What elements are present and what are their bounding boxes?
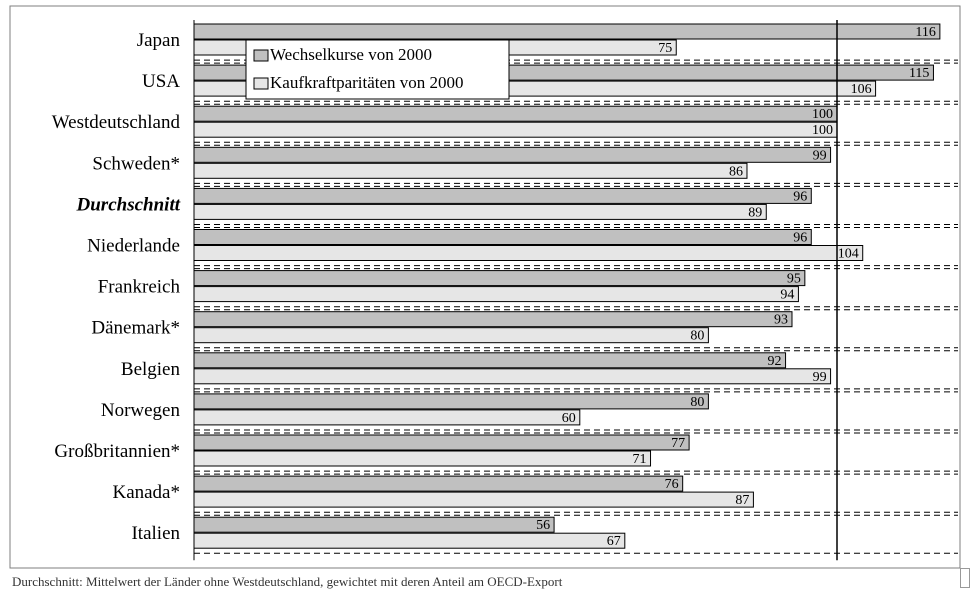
bars bbox=[193, 23, 941, 549]
category-label: Großbritannien* bbox=[54, 441, 180, 462]
bar-series-1 bbox=[193, 270, 806, 287]
data-label: 100 bbox=[812, 107, 833, 122]
data-label: 80 bbox=[690, 329, 704, 344]
category-label: Niederlande bbox=[87, 236, 180, 257]
data-label: 92 bbox=[768, 354, 782, 369]
data-label: 93 bbox=[774, 313, 788, 328]
data-label: 99 bbox=[813, 148, 827, 163]
corner-mark bbox=[960, 568, 970, 588]
legend-swatch-series-2 bbox=[253, 77, 269, 90]
data-label: 86 bbox=[729, 164, 743, 179]
data-label: 75 bbox=[658, 41, 672, 56]
category-label: Schweden* bbox=[92, 153, 180, 174]
data-label: 87 bbox=[735, 493, 749, 508]
bar-series-2 bbox=[193, 162, 748, 179]
data-label: 80 bbox=[690, 395, 704, 410]
data-label: 96 bbox=[793, 231, 807, 246]
bar-series-2 bbox=[193, 532, 626, 549]
bar-series-2 bbox=[193, 121, 838, 138]
legend-label-series-1: Wechselkurse von 2000 bbox=[270, 45, 432, 64]
category-label: Kanada* bbox=[112, 482, 180, 503]
category-label: Frankreich bbox=[98, 277, 181, 298]
category-label: Durchschnitt bbox=[76, 194, 181, 215]
bar-series-2 bbox=[193, 245, 864, 261]
category-label: Belgien bbox=[121, 359, 181, 380]
data-label: 99 bbox=[813, 370, 827, 385]
plot-frame bbox=[9, 5, 961, 569]
legend: Wechselkurse von 2000 Kaufkraftparitäten… bbox=[245, 39, 510, 100]
data-label: 56 bbox=[536, 518, 550, 533]
bar-series-1 bbox=[193, 105, 838, 122]
data-label: 67 bbox=[607, 534, 621, 549]
bar-series-1 bbox=[193, 187, 812, 204]
data-label: 116 bbox=[915, 25, 935, 40]
bar-series-1 bbox=[193, 393, 709, 410]
data-label: 60 bbox=[562, 411, 576, 426]
bar-series-1 bbox=[193, 516, 555, 533]
data-label: 94 bbox=[780, 288, 794, 303]
grid-lines bbox=[194, 59, 958, 554]
legend-swatch-series-1 bbox=[253, 49, 269, 62]
bar-series-1 bbox=[193, 311, 793, 328]
bar-series-1 bbox=[193, 23, 941, 40]
bar-series-1 bbox=[193, 146, 832, 163]
footnote: Durchschnitt: Mittelwert der Länder ohne… bbox=[12, 574, 563, 589]
bar-series-2 bbox=[193, 286, 799, 303]
bar-series-2 bbox=[193, 327, 709, 344]
bar-series-1 bbox=[193, 352, 787, 369]
category-label: USA bbox=[142, 71, 180, 92]
legend-box bbox=[245, 39, 510, 100]
category-label: Norwegen bbox=[101, 400, 181, 421]
data-label: 96 bbox=[793, 189, 807, 204]
legend-label-series-2: Kaufkraftparitäten von 2000 bbox=[270, 73, 464, 92]
bar-series-1 bbox=[193, 229, 812, 245]
data-label: 100 bbox=[812, 123, 833, 138]
data-label: 71 bbox=[633, 452, 647, 467]
bar-series-2 bbox=[193, 203, 767, 220]
category-labels: Japan USA Westdeutschland Schweden* Durchsch… bbox=[52, 30, 181, 544]
data-label: 89 bbox=[748, 205, 762, 220]
bar-series-2 bbox=[193, 409, 581, 426]
data-label: 115 bbox=[909, 66, 929, 81]
bar-series-2 bbox=[193, 491, 754, 508]
bar-series-2 bbox=[193, 368, 832, 385]
data-label: 95 bbox=[787, 272, 801, 287]
bar-series-1 bbox=[193, 475, 684, 492]
data-label: 106 bbox=[851, 82, 872, 97]
category-label: Italien bbox=[131, 523, 180, 544]
category-label: Dänemark* bbox=[91, 318, 180, 339]
bar-series-1 bbox=[193, 434, 690, 451]
data-label: 77 bbox=[671, 436, 685, 451]
data-label: 76 bbox=[665, 477, 679, 492]
data-label: 104 bbox=[838, 247, 859, 262]
category-label: Westdeutschland bbox=[52, 112, 181, 133]
bar-series-2 bbox=[193, 450, 652, 467]
category-label: Japan bbox=[137, 30, 181, 51]
